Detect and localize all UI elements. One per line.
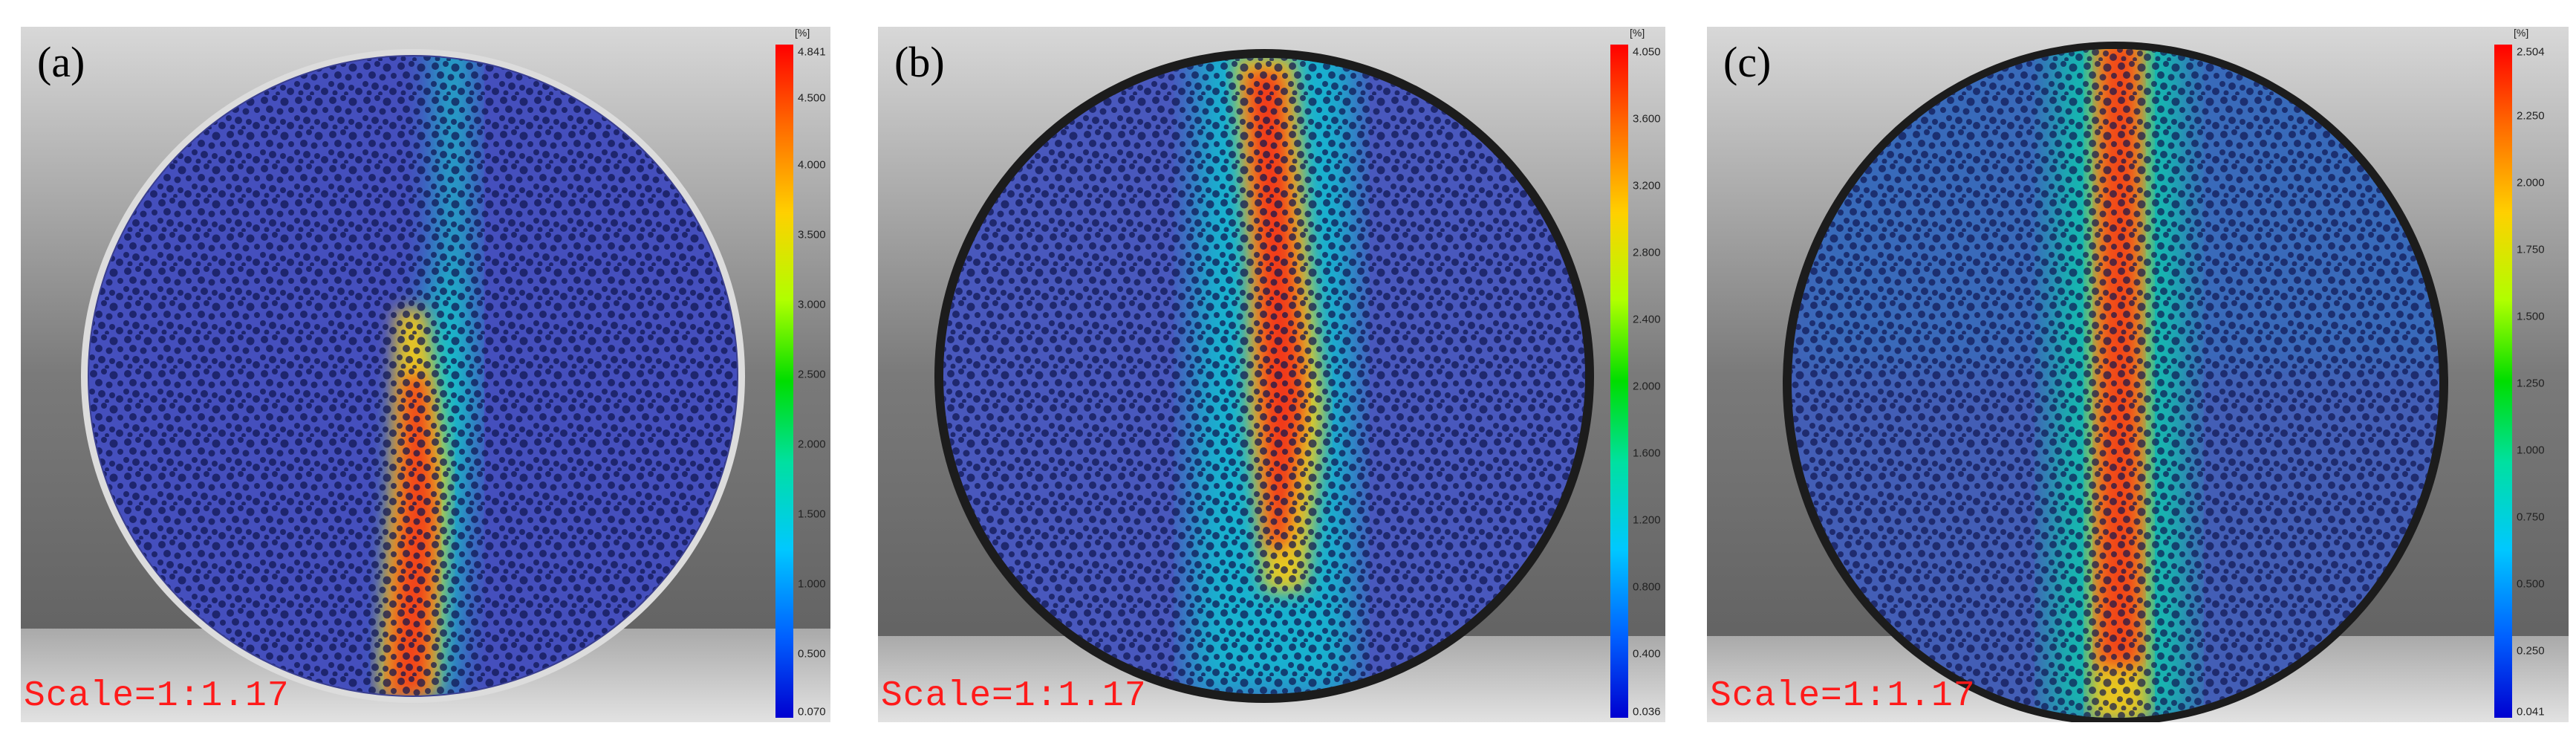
colorbar-tick-b: 3.200 <box>1633 179 1661 192</box>
colorbar-tick-a: 2.000 <box>798 438 826 451</box>
colorbar-tick-c: 2.000 <box>2517 176 2545 189</box>
colorbar-tick-b: 3.600 <box>1633 112 1661 126</box>
scale-text-c: Scale=1:1.17 <box>1710 676 1976 716</box>
panel-a: (a) Scale=1:1.17 [%] 4.841 4.500 4.000 3… <box>21 27 830 722</box>
colorbar-tick-c: 2.504 <box>2517 45 2545 59</box>
colorbar-tick-a: 3.000 <box>798 298 826 311</box>
colorbar-tick-c: 0.041 <box>2517 705 2545 719</box>
colorbar-tick-b: 1.200 <box>1633 513 1661 527</box>
panel-label-c: (c) <box>1723 38 1772 86</box>
colorbar-tick-c: 1.750 <box>2517 243 2545 256</box>
colorbar-tick-a: 1.500 <box>798 507 826 521</box>
colorbar-c: [%] 2.504 2.250 2.000 1.750 1.500 1.250 … <box>2494 27 2569 722</box>
colorbar-a: [%] 4.841 4.500 4.000 3.500 3.000 2.500 … <box>775 27 830 722</box>
colorbar-tick-a: 3.500 <box>798 228 826 241</box>
dic-strain-image-c <box>1707 27 2569 722</box>
colorbar-tick-b: 0.800 <box>1633 580 1661 594</box>
colorbar-tick-c: 1.000 <box>2517 444 2545 457</box>
scale-text-a: Scale=1:1.17 <box>24 676 290 716</box>
colorbar-tick-b: 2.800 <box>1633 246 1661 259</box>
colorbar-gradient-c <box>2494 45 2512 718</box>
colorbar-tick-c: 0.250 <box>2517 644 2545 658</box>
colorbar-tick-a: 2.500 <box>798 368 826 381</box>
colorbar-tick-c: 1.500 <box>2517 310 2545 323</box>
colorbar-unit-a: [%] <box>795 27 810 39</box>
colorbar-tick-a: 1.000 <box>798 577 826 591</box>
colorbar-tick-a: 0.070 <box>798 705 826 719</box>
colorbar-tick-b: 4.050 <box>1633 45 1661 59</box>
colorbar-tick-b: 0.400 <box>1633 647 1661 661</box>
colorbar-gradient-b <box>1610 45 1628 718</box>
colorbar-tick-c: 0.500 <box>2517 577 2545 591</box>
scale-text-b: Scale=1:1.17 <box>881 676 1147 716</box>
dic-strain-image-a <box>21 27 830 722</box>
colorbar-tick-a: 4.000 <box>798 158 826 172</box>
colorbar-tick-c: 1.250 <box>2517 377 2545 390</box>
colorbar-unit-b: [%] <box>1630 27 1645 39</box>
colorbar-tick-a: 4.841 <box>798 45 826 59</box>
colorbar-gradient-a <box>775 45 793 718</box>
colorbar-b: [%] 4.050 3.600 3.200 2.800 2.400 2.000 … <box>1610 27 1665 722</box>
panel-label-a: (a) <box>37 38 85 86</box>
panel-b: (b) Scale=1:1.17 [%] 4.050 3.600 3.200 2… <box>878 27 1665 722</box>
dic-strain-image-b <box>878 27 1665 722</box>
colorbar-unit-c: [%] <box>2514 27 2529 39</box>
colorbar-tick-b: 2.000 <box>1633 380 1661 393</box>
colorbar-tick-b: 0.036 <box>1633 705 1661 719</box>
panel-label-b: (b) <box>894 38 945 86</box>
colorbar-tick-a: 0.500 <box>798 647 826 661</box>
colorbar-tick-c: 0.750 <box>2517 510 2545 524</box>
colorbar-tick-b: 1.600 <box>1633 447 1661 460</box>
panel-c: (c) Scale=1:1.17 [%] 2.504 2.250 2.000 1… <box>1707 27 2569 722</box>
colorbar-tick-b: 2.400 <box>1633 313 1661 326</box>
colorbar-tick-a: 4.500 <box>798 91 826 105</box>
colorbar-tick-c: 2.250 <box>2517 109 2545 123</box>
